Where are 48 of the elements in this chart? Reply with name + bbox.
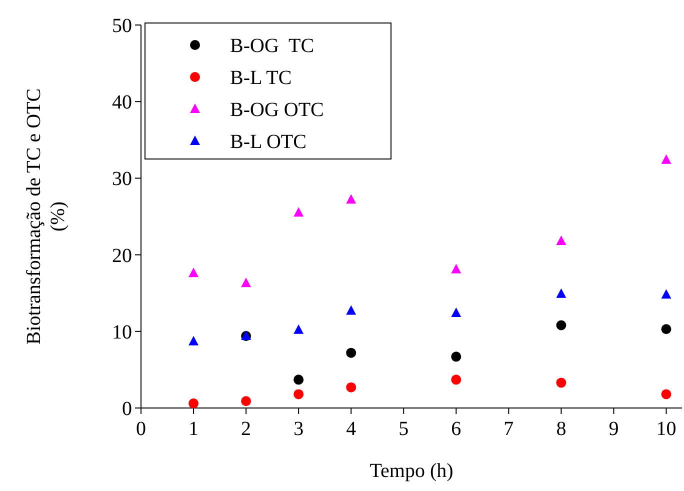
point (346, 382, 356, 392)
x-tick-label: 1 (188, 418, 199, 440)
point (451, 308, 462, 318)
point (294, 207, 304, 217)
x-tick-label: 8 (556, 418, 566, 440)
point (556, 236, 566, 246)
legend-label: B-L OTC (230, 131, 306, 153)
x-tick-label: 2 (241, 418, 252, 440)
x-tick-label: 9 (608, 418, 619, 440)
x-tick-label: 3 (294, 418, 304, 440)
y-tick-label: 40 (112, 92, 132, 114)
x-tick-label: 7 (504, 418, 514, 440)
y-tick-label: 20 (112, 244, 132, 267)
point (556, 320, 566, 330)
x-tick-label: 10 (656, 418, 676, 440)
point (451, 352, 462, 362)
point (294, 389, 304, 400)
legend-label: B-OG OTC (230, 99, 324, 121)
point (661, 289, 672, 299)
point (451, 264, 462, 274)
x-axis-title: Tempo (h) (370, 460, 454, 482)
point (294, 324, 304, 334)
point (661, 324, 672, 334)
y-tick-label: 0 (122, 398, 132, 420)
point (188, 398, 199, 408)
point (346, 194, 356, 204)
y-tick-label: 10 (112, 321, 132, 344)
point (294, 374, 304, 385)
legend-label: B-L TC (230, 67, 292, 89)
x-tick-label: 6 (451, 418, 462, 440)
point (556, 288, 566, 298)
legend-label: B-OG TC (230, 35, 314, 57)
point (661, 154, 672, 164)
x-tick-label: 0 (136, 418, 146, 440)
point (451, 374, 462, 385)
point (241, 278, 252, 288)
point (346, 305, 356, 315)
point (346, 348, 356, 358)
point (556, 378, 566, 388)
y-axis-title: Biotransformação de TC e OTC (%) (23, 88, 69, 345)
point (241, 396, 252, 406)
point (661, 389, 672, 400)
x-tick-label: 4 (346, 418, 356, 440)
point (188, 268, 199, 278)
x-tick-label: 5 (398, 418, 409, 440)
point (188, 336, 199, 346)
y-tick-label: 50 (112, 15, 132, 37)
y-tick-label: 30 (112, 168, 132, 190)
